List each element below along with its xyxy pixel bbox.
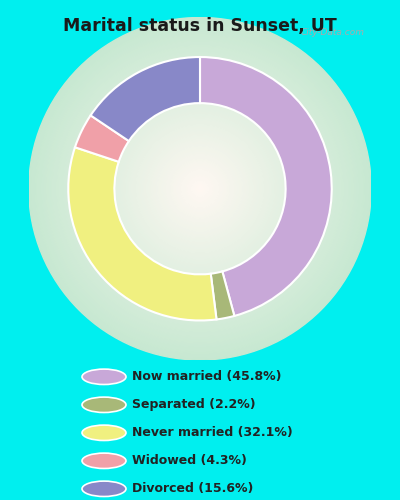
Circle shape — [44, 32, 356, 345]
Circle shape — [37, 26, 363, 351]
Circle shape — [84, 73, 316, 304]
Text: City-Data.com: City-Data.com — [301, 28, 365, 37]
Text: Now married (45.8%): Now married (45.8%) — [132, 370, 282, 384]
Circle shape — [72, 60, 328, 317]
Circle shape — [82, 453, 126, 468]
Circle shape — [144, 133, 256, 244]
Circle shape — [121, 110, 279, 268]
Circle shape — [82, 369, 126, 384]
Circle shape — [127, 116, 273, 262]
Circle shape — [56, 46, 344, 332]
Text: Separated (2.2%): Separated (2.2%) — [132, 398, 256, 411]
Circle shape — [54, 43, 346, 335]
Circle shape — [104, 92, 296, 285]
Wedge shape — [200, 57, 332, 316]
Circle shape — [82, 71, 318, 306]
Circle shape — [116, 106, 284, 272]
Text: Divorced (15.6%): Divorced (15.6%) — [132, 482, 253, 496]
Circle shape — [149, 138, 251, 240]
Circle shape — [89, 78, 311, 300]
Circle shape — [166, 154, 234, 223]
Circle shape — [114, 103, 286, 274]
Circle shape — [174, 163, 226, 214]
Circle shape — [125, 114, 275, 264]
Circle shape — [194, 182, 206, 195]
Circle shape — [86, 76, 314, 302]
Circle shape — [82, 481, 126, 496]
Circle shape — [61, 50, 339, 328]
Circle shape — [35, 24, 365, 353]
Circle shape — [82, 425, 126, 440]
Wedge shape — [90, 57, 200, 141]
Circle shape — [65, 54, 335, 324]
Circle shape — [187, 176, 213, 202]
Circle shape — [136, 124, 264, 253]
Circle shape — [31, 20, 369, 358]
Circle shape — [99, 88, 301, 290]
Circle shape — [108, 96, 292, 281]
Wedge shape — [211, 272, 234, 320]
Circle shape — [172, 161, 228, 216]
Circle shape — [48, 37, 352, 341]
Circle shape — [106, 94, 294, 283]
Circle shape — [189, 178, 211, 200]
Circle shape — [112, 101, 288, 276]
Wedge shape — [75, 116, 129, 162]
Circle shape — [67, 56, 333, 322]
Circle shape — [164, 152, 236, 225]
Circle shape — [80, 69, 320, 308]
Circle shape — [74, 62, 326, 315]
Circle shape — [192, 180, 208, 198]
Circle shape — [183, 172, 217, 206]
Circle shape — [42, 30, 358, 347]
Wedge shape — [68, 148, 216, 320]
Circle shape — [129, 118, 271, 260]
Text: Widowed (4.3%): Widowed (4.3%) — [132, 454, 247, 468]
Circle shape — [157, 146, 243, 232]
Circle shape — [168, 156, 232, 221]
Circle shape — [93, 82, 307, 296]
Circle shape — [52, 41, 348, 337]
Circle shape — [176, 165, 224, 212]
Circle shape — [59, 48, 341, 330]
Circle shape — [102, 90, 298, 287]
Circle shape — [46, 34, 354, 343]
Circle shape — [29, 18, 371, 360]
Circle shape — [162, 150, 238, 228]
Circle shape — [76, 64, 324, 313]
Circle shape — [198, 186, 202, 191]
Circle shape — [181, 170, 219, 208]
Circle shape — [50, 39, 350, 339]
Circle shape — [185, 174, 215, 204]
Circle shape — [78, 66, 322, 311]
Circle shape — [142, 131, 258, 246]
Circle shape — [146, 135, 254, 242]
Circle shape — [140, 129, 260, 248]
Circle shape — [134, 122, 266, 255]
Circle shape — [91, 80, 309, 298]
Circle shape — [110, 99, 290, 278]
Circle shape — [178, 168, 222, 210]
Circle shape — [170, 159, 230, 218]
Circle shape — [70, 58, 330, 320]
Circle shape — [97, 86, 303, 292]
Circle shape — [82, 397, 126, 412]
Circle shape — [159, 148, 241, 230]
Circle shape — [153, 142, 247, 236]
Circle shape — [63, 52, 337, 326]
Circle shape — [95, 84, 305, 294]
Circle shape — [123, 112, 277, 266]
Circle shape — [119, 108, 281, 270]
Circle shape — [138, 126, 262, 251]
Text: Never married (32.1%): Never married (32.1%) — [132, 426, 293, 440]
Circle shape — [196, 184, 204, 193]
Circle shape — [33, 22, 367, 355]
Circle shape — [40, 28, 360, 349]
Circle shape — [151, 140, 249, 238]
Circle shape — [155, 144, 245, 234]
Text: Marital status in Sunset, UT: Marital status in Sunset, UT — [63, 18, 337, 36]
Circle shape — [132, 120, 268, 257]
